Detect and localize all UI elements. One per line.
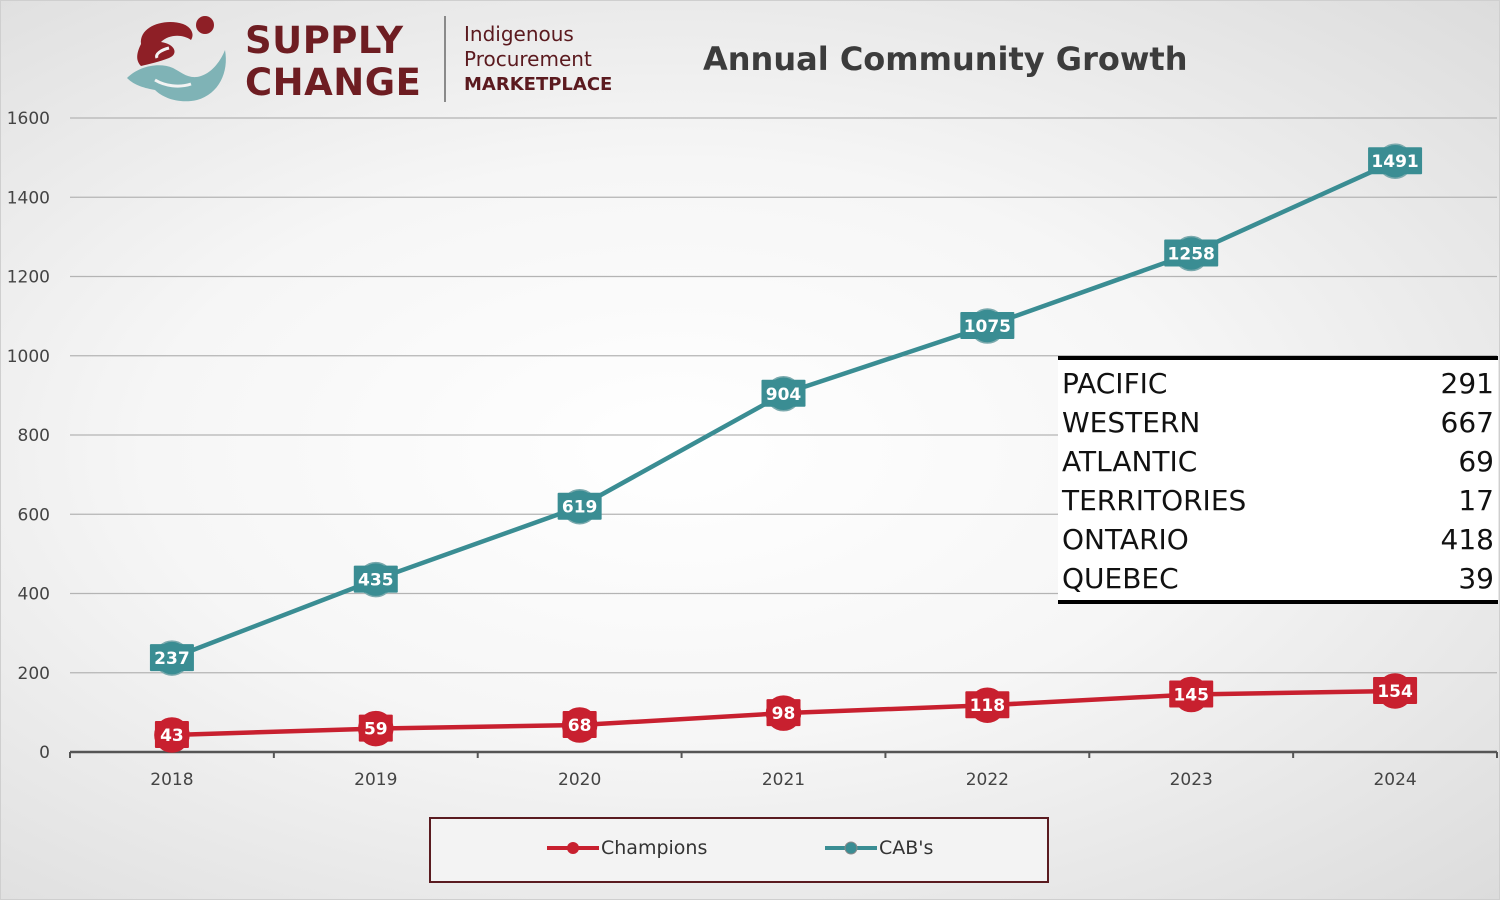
data-label-box	[154, 720, 189, 748]
data-label: 904	[766, 385, 802, 405]
region-value: 667	[1440, 406, 1494, 439]
region-value: 418	[1440, 523, 1494, 556]
region-row: ATLANTIC 69	[1058, 442, 1498, 481]
data-label-box	[1169, 680, 1214, 708]
region-value: 69	[1458, 445, 1494, 478]
region-name: PACIFIC	[1062, 367, 1168, 400]
data-label-box	[965, 691, 1010, 719]
logo-divider	[444, 16, 446, 102]
x-tick-label: 2023	[1170, 770, 1213, 790]
data-label-box	[353, 565, 398, 593]
data-label: 98	[772, 704, 796, 724]
x-tick-label: 2024	[1373, 770, 1416, 790]
region-row: ONTARIO 418	[1058, 520, 1498, 559]
legend-marker-cabs	[825, 841, 877, 855]
logo-subtitle: Indigenous Procurement MARKETPLACE	[464, 22, 612, 97]
legend-item-cabs: CAB's	[825, 837, 933, 859]
y-tick-label: 1600	[7, 109, 50, 129]
logo-line-2: CHANGE	[245, 61, 422, 104]
data-label: 145	[1173, 686, 1209, 706]
logo-sub-line-3: MARKETPLACE	[464, 74, 613, 95]
logo-sub-line-2: Procurement	[464, 47, 592, 71]
region-row: QUEBEC 39	[1058, 559, 1498, 598]
chart-title: Annual Community Growth	[703, 40, 1188, 78]
data-label: 435	[358, 571, 394, 591]
y-tick-label: 1000	[7, 347, 50, 367]
region-value: 291	[1440, 367, 1494, 400]
logo-line-1: SUPPLY	[245, 19, 404, 62]
supply-change-logo: SUPPLY CHANGE Indigenous Procurement MAR…	[125, 14, 625, 104]
data-label-box	[358, 714, 393, 742]
data-label: 68	[568, 716, 592, 736]
legend-label-cabs: CAB's	[879, 837, 934, 859]
region-name: ONTARIO	[1062, 523, 1189, 556]
data-label-box	[1373, 676, 1418, 704]
region-name: ATLANTIC	[1062, 445, 1198, 478]
logo-sub-line-1: Indigenous	[464, 22, 574, 46]
region-table: PACIFIC 291 WESTERN 667 ATLANTIC 69 TERRITO…	[1058, 356, 1498, 604]
data-label-box	[761, 379, 806, 407]
data-label-box	[960, 312, 1015, 340]
data-label: 1075	[964, 317, 1011, 337]
data-label: 154	[1377, 682, 1413, 702]
data-label: 619	[562, 498, 598, 518]
data-label-box	[766, 699, 801, 727]
y-tick-label: 400	[18, 585, 50, 605]
x-tick-label: 2020	[558, 770, 601, 790]
data-label: 1258	[1168, 245, 1215, 265]
data-label: 1491	[1371, 152, 1418, 172]
data-label-box	[1164, 239, 1219, 267]
data-label: 237	[154, 649, 190, 669]
y-tick-label: 1400	[7, 188, 50, 208]
x-tick-label: 2018	[150, 770, 193, 790]
x-tick-label: 2019	[354, 770, 397, 790]
data-label-box	[149, 644, 194, 672]
data-label-box	[562, 711, 597, 739]
logo-emblem-icon	[127, 16, 226, 102]
region-row: PACIFIC 291	[1058, 364, 1498, 403]
y-tick-label: 0	[39, 743, 50, 763]
y-tick-label: 800	[18, 426, 50, 446]
data-label-box	[1368, 147, 1423, 175]
region-row: TERRITORIES 17	[1058, 481, 1498, 520]
logo-wordmark: SUPPLY CHANGE	[245, 20, 421, 104]
legend-label-champions: Champions	[601, 837, 708, 859]
legend-marker-champions	[547, 842, 599, 854]
y-tick-label: 200	[18, 664, 50, 684]
x-tick-label: 2021	[762, 770, 805, 790]
region-name: TERRITORIES	[1062, 484, 1247, 517]
y-tick-label: 1200	[7, 268, 50, 288]
region-value: 39	[1458, 562, 1494, 595]
region-name: WESTERN	[1062, 406, 1201, 439]
chart-legend: Champions CAB's	[429, 817, 1049, 883]
data-label: 59	[364, 720, 388, 740]
data-label: 43	[160, 726, 184, 746]
legend-item-champions: Champions	[547, 837, 707, 859]
region-name: QUEBEC	[1062, 562, 1179, 595]
region-row: WESTERN 667	[1058, 403, 1498, 442]
region-value: 17	[1458, 484, 1494, 517]
data-label: 118	[970, 696, 1006, 716]
x-tick-label: 2022	[966, 770, 1009, 790]
y-tick-label: 600	[18, 505, 50, 525]
data-label-box	[557, 492, 602, 520]
